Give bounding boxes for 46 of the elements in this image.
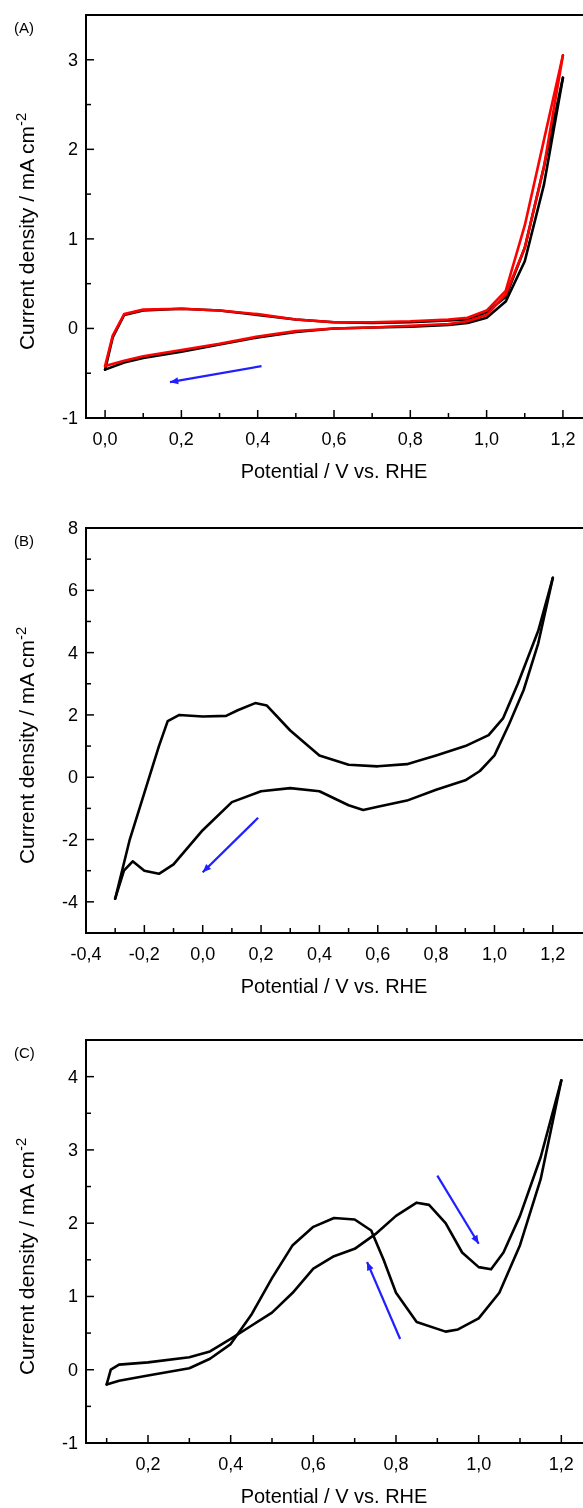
x-tick-label: 1,0 — [474, 429, 500, 449]
y-tick-label: -4 — [61, 891, 78, 912]
y-tick-label: 2 — [67, 704, 78, 725]
y-tick-label: 6 — [67, 580, 78, 601]
y-tick-label: 1 — [67, 228, 78, 249]
y-tick-label: 2 — [67, 139, 78, 160]
x-tick-label: 0,8 — [383, 1454, 409, 1474]
x-tick-label: 0,8 — [397, 429, 423, 449]
x-tick-label: 0,6 — [365, 944, 391, 964]
y-tick-label: 1 — [67, 1286, 78, 1307]
x-tick-label: 1,0 — [466, 1454, 492, 1474]
y-tick-label: 0 — [67, 1359, 78, 1380]
y-tick-label: 4 — [67, 1066, 78, 1087]
x-tick-label: -0,2 — [128, 944, 160, 964]
y-tick-label: 0 — [67, 318, 78, 339]
y-tick-label: 3 — [67, 1139, 78, 1160]
x-axis-title: Potential / V vs. RHE — [240, 1485, 428, 1507]
x-tick-label: 0,2 — [168, 429, 194, 449]
chart-title: (B) — [14, 532, 34, 549]
chart-title: (A) — [14, 19, 34, 36]
y-tick-label: 2 — [67, 1213, 78, 1234]
x-tick-label: 0,0 — [190, 944, 216, 964]
x-tick-label: 0,2 — [135, 1454, 161, 1474]
x-tick-label: 1,2 — [548, 1454, 574, 1474]
x-tick-label: 0,4 — [306, 944, 332, 964]
x-tick-label: 0,4 — [218, 1454, 244, 1474]
y-tick-label: -2 — [61, 829, 78, 850]
x-tick-label: 0,4 — [245, 429, 271, 449]
x-axis-title: Potential / V vs. RHE — [240, 975, 428, 997]
y-tick-label: 4 — [67, 642, 78, 663]
x-tick-label: 0,2 — [248, 944, 274, 964]
chart-title: (C) — [14, 1044, 35, 1061]
x-tick-label: 1,2 — [540, 944, 566, 964]
x-axis-title: Potential / V vs. RHE — [240, 460, 428, 482]
x-tick-label: -0,4 — [70, 944, 102, 964]
x-tick-label: 1,2 — [550, 429, 576, 449]
y-tick-label: 8 — [67, 518, 78, 538]
y-tick-label: -1 — [61, 1433, 78, 1453]
x-tick-label: 0,8 — [423, 944, 449, 964]
y-tick-label: -1 — [61, 408, 78, 428]
y-tick-label: 0 — [67, 767, 78, 788]
x-tick-label: 1,0 — [481, 944, 507, 964]
x-tick-label: 0,6 — [321, 429, 347, 449]
x-tick-label: 0,0 — [92, 429, 118, 449]
y-tick-label: 3 — [67, 49, 78, 70]
x-tick-label: 0,6 — [300, 1454, 326, 1474]
